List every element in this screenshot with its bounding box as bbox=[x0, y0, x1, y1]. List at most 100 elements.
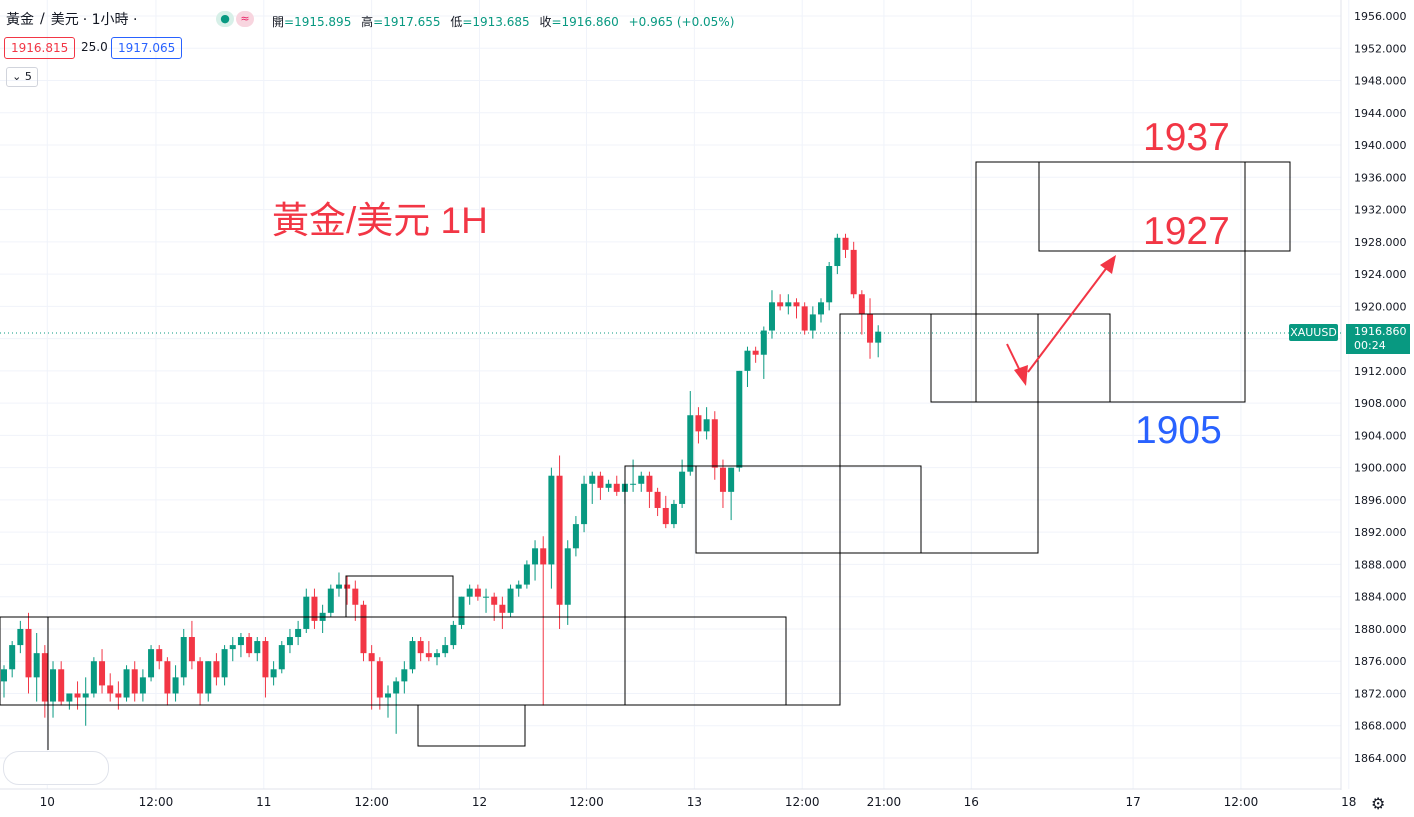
candle[interactable] bbox=[442, 637, 449, 658]
candle[interactable] bbox=[556, 455, 563, 629]
candle[interactable] bbox=[589, 471, 596, 504]
candle[interactable] bbox=[66, 693, 73, 710]
candle[interactable] bbox=[752, 346, 759, 363]
candle[interactable] bbox=[99, 649, 106, 694]
candle[interactable] bbox=[344, 576, 351, 605]
candle[interactable] bbox=[139, 669, 146, 702]
candle[interactable] bbox=[33, 632, 40, 702]
candle[interactable] bbox=[25, 612, 32, 694]
candle[interactable] bbox=[213, 653, 220, 686]
candle[interactable] bbox=[197, 657, 204, 706]
candle[interactable] bbox=[679, 459, 686, 508]
candle[interactable] bbox=[867, 298, 874, 359]
candle[interactable] bbox=[809, 306, 816, 339]
candle[interactable] bbox=[483, 588, 490, 613]
candle[interactable] bbox=[393, 677, 400, 734]
candle[interactable] bbox=[826, 261, 833, 311]
candle[interactable] bbox=[507, 584, 514, 617]
candle[interactable] bbox=[711, 411, 718, 480]
candle[interactable] bbox=[728, 467, 735, 521]
candle[interactable] bbox=[311, 588, 318, 629]
candle[interactable] bbox=[662, 495, 669, 529]
candle[interactable] bbox=[262, 637, 269, 698]
candle[interactable] bbox=[703, 407, 710, 440]
candle[interactable] bbox=[82, 677, 89, 726]
gear-icon[interactable]: ⚙ bbox=[1371, 794, 1386, 813]
candle[interactable] bbox=[286, 628, 293, 654]
candle[interactable] bbox=[401, 661, 408, 694]
candle[interactable] bbox=[360, 600, 367, 662]
candle[interactable] bbox=[123, 665, 130, 702]
candle[interactable] bbox=[254, 637, 261, 662]
candle[interactable] bbox=[188, 620, 195, 670]
candle[interactable] bbox=[384, 685, 391, 718]
candle[interactable] bbox=[172, 665, 179, 702]
candle[interactable] bbox=[760, 326, 767, 379]
buy-button[interactable]: 1917.065 bbox=[111, 37, 183, 59]
candle[interactable] bbox=[581, 475, 588, 533]
candle[interactable] bbox=[842, 233, 849, 258]
candle[interactable] bbox=[834, 233, 841, 275]
candle[interactable] bbox=[597, 471, 604, 500]
candle[interactable] bbox=[523, 560, 530, 589]
candle[interactable] bbox=[221, 645, 228, 686]
candle[interactable] bbox=[474, 584, 481, 601]
volume-toggle[interactable]: ⌄ 5 bbox=[6, 67, 38, 87]
candle[interactable] bbox=[90, 657, 97, 698]
candle[interactable] bbox=[613, 475, 620, 496]
candle[interactable] bbox=[131, 661, 138, 702]
candle[interactable] bbox=[205, 661, 212, 702]
candle[interactable] bbox=[605, 479, 612, 492]
candle[interactable] bbox=[768, 290, 775, 339]
candle[interactable] bbox=[107, 673, 114, 702]
candle[interactable] bbox=[777, 294, 784, 311]
candle[interactable] bbox=[719, 459, 726, 508]
candle[interactable] bbox=[278, 641, 285, 674]
green-dot-icon[interactable]: ● bbox=[216, 11, 234, 27]
candle[interactable] bbox=[654, 487, 661, 517]
candle[interactable] bbox=[793, 298, 800, 319]
candle[interactable] bbox=[434, 649, 441, 666]
candle[interactable] bbox=[180, 628, 187, 686]
candle[interactable] bbox=[540, 536, 547, 706]
candle[interactable] bbox=[458, 596, 465, 629]
candle[interactable] bbox=[744, 346, 751, 387]
chart-nav-pill[interactable] bbox=[3, 751, 109, 785]
candle[interactable] bbox=[327, 584, 334, 617]
candle[interactable] bbox=[1, 665, 7, 698]
candle[interactable] bbox=[736, 370, 743, 472]
candle[interactable] bbox=[368, 645, 375, 710]
candle[interactable] bbox=[491, 592, 498, 621]
candle[interactable] bbox=[229, 637, 236, 662]
candle[interactable] bbox=[638, 471, 645, 492]
sell-button[interactable]: 1916.815 bbox=[4, 37, 76, 59]
candle[interactable] bbox=[58, 661, 65, 706]
candle[interactable] bbox=[499, 596, 506, 629]
candle[interactable] bbox=[687, 391, 694, 476]
candle[interactable] bbox=[9, 641, 16, 678]
candle[interactable] bbox=[564, 540, 571, 625]
candle[interactable] bbox=[572, 516, 579, 557]
symbol-header[interactable]: 黃金 / 美元 · 1小時 · bbox=[6, 8, 137, 30]
wave-icon[interactable]: ≈ bbox=[236, 11, 254, 27]
candle[interactable] bbox=[303, 588, 310, 633]
candle[interactable] bbox=[246, 632, 253, 658]
candle[interactable] bbox=[335, 572, 342, 597]
candle[interactable] bbox=[148, 645, 155, 682]
status-indicators[interactable]: ● ≈ bbox=[216, 11, 254, 27]
candle[interactable] bbox=[532, 540, 539, 581]
candle[interactable] bbox=[376, 657, 383, 710]
candle[interactable] bbox=[515, 580, 522, 597]
candle[interactable] bbox=[466, 584, 473, 605]
candle[interactable] bbox=[818, 298, 824, 323]
candle[interactable] bbox=[801, 302, 808, 335]
candle[interactable] bbox=[156, 645, 163, 670]
candle[interactable] bbox=[850, 241, 857, 299]
candle[interactable] bbox=[695, 407, 702, 444]
candle[interactable] bbox=[450, 620, 457, 650]
candle[interactable] bbox=[17, 620, 24, 654]
candle[interactable] bbox=[409, 637, 416, 674]
candle[interactable] bbox=[858, 290, 865, 335]
candle[interactable] bbox=[425, 641, 432, 662]
